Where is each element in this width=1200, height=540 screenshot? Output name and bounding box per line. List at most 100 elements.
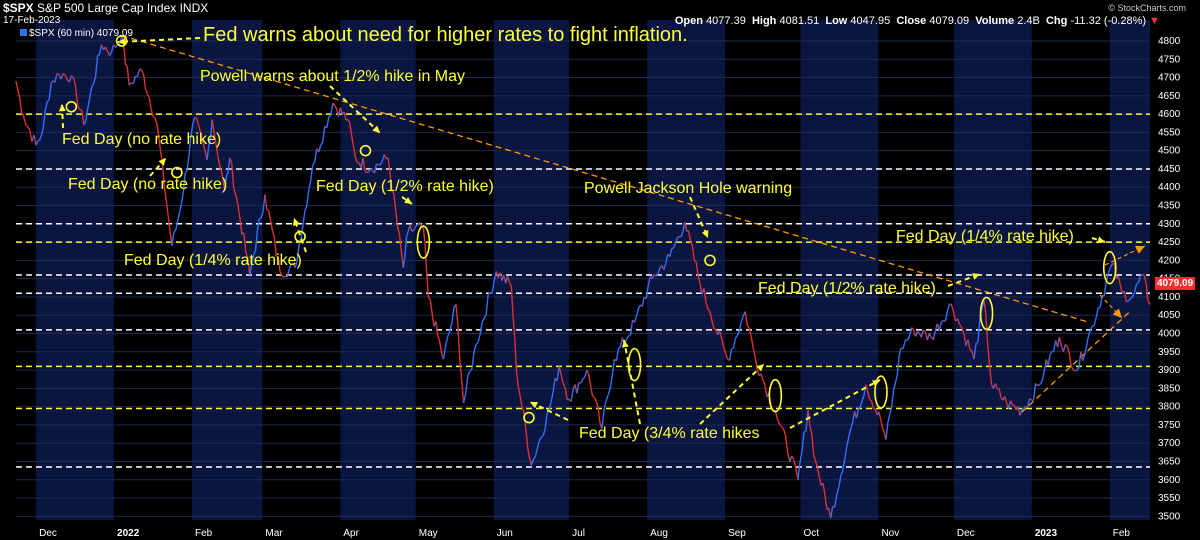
price-segment bbox=[409, 224, 413, 232]
price-segment bbox=[1068, 353, 1072, 367]
price-segment bbox=[499, 272, 503, 281]
price-segment bbox=[881, 427, 885, 434]
price-segment bbox=[693, 259, 697, 263]
price-segment bbox=[911, 327, 915, 331]
event-circle bbox=[523, 411, 535, 424]
price-segment bbox=[513, 337, 518, 371]
price-segment bbox=[784, 436, 789, 454]
price-segment bbox=[21, 112, 25, 117]
price-segment bbox=[665, 254, 669, 264]
price-segment bbox=[824, 495, 828, 510]
price-segment bbox=[487, 292, 491, 295]
price-segment bbox=[1034, 382, 1038, 387]
chart-date: 17-Feb-2023 bbox=[3, 15, 61, 26]
price-segment bbox=[304, 205, 308, 212]
price-segment bbox=[920, 329, 925, 338]
price-segment bbox=[684, 221, 688, 232]
price-segment bbox=[1129, 296, 1133, 300]
price-segment bbox=[444, 336, 449, 347]
price-segment bbox=[874, 408, 878, 416]
price-segment bbox=[110, 44, 115, 53]
y-tick-label: 4200 bbox=[1158, 255, 1181, 266]
price-segment bbox=[479, 322, 483, 335]
price-segment bbox=[703, 288, 707, 303]
y-tick-label: 3550 bbox=[1158, 493, 1181, 504]
annotation-arrow bbox=[689, 196, 709, 239]
y-tick-label: 3650 bbox=[1158, 456, 1181, 467]
price-segment bbox=[391, 190, 395, 194]
event-ellipse bbox=[979, 296, 994, 331]
symbol: $SPX bbox=[3, 1, 34, 15]
y-tick-label: 3800 bbox=[1158, 402, 1181, 413]
price-segment bbox=[731, 347, 734, 350]
price-segment bbox=[422, 227, 426, 244]
price-segment bbox=[493, 271, 497, 281]
price-segment bbox=[870, 400, 875, 409]
price-segment bbox=[100, 44, 105, 51]
price-segment bbox=[364, 170, 368, 174]
price-segment bbox=[736, 330, 740, 336]
price-segment bbox=[326, 116, 330, 128]
price-segment bbox=[1021, 407, 1025, 411]
price-segment bbox=[1007, 400, 1012, 409]
price-segment bbox=[266, 208, 270, 212]
annotation-fed-day-half-1: Fed Day (1/2% rate hike) bbox=[316, 178, 494, 195]
price-segment bbox=[861, 395, 865, 402]
price-segment bbox=[17, 89, 21, 98]
price-segment bbox=[182, 173, 186, 193]
price-segment bbox=[1017, 406, 1021, 416]
price-segment bbox=[29, 130, 33, 142]
price-segment bbox=[318, 145, 322, 153]
price-segment bbox=[538, 436, 542, 441]
price-segment bbox=[277, 256, 281, 272]
price-segment bbox=[651, 274, 655, 279]
price-segment bbox=[141, 69, 145, 75]
price-segment bbox=[464, 376, 469, 394]
price-segment bbox=[894, 374, 898, 384]
price-segment bbox=[975, 341, 979, 345]
arrowhead bbox=[621, 340, 629, 348]
event-ellipse bbox=[1102, 250, 1117, 285]
price-segment bbox=[657, 267, 661, 274]
y-tick-label: 4300 bbox=[1158, 219, 1181, 230]
y-tick-label: 4250 bbox=[1158, 237, 1181, 248]
price-segment bbox=[728, 348, 733, 361]
price-segment bbox=[536, 440, 540, 449]
price-segment bbox=[506, 276, 511, 283]
price-segment bbox=[633, 315, 638, 323]
high-label: High bbox=[751, 15, 777, 27]
price-segment bbox=[1137, 275, 1142, 283]
price-segment bbox=[778, 423, 783, 428]
price-segment bbox=[521, 406, 525, 413]
price-segment bbox=[354, 157, 358, 164]
price-segment bbox=[619, 337, 624, 347]
price-segment bbox=[269, 220, 274, 231]
price-segment bbox=[641, 296, 646, 307]
month-bands bbox=[36, 20, 1150, 520]
price-segment bbox=[928, 332, 932, 338]
price-segment bbox=[186, 156, 190, 171]
price-segment bbox=[926, 332, 930, 341]
price-segment bbox=[789, 455, 793, 463]
legend-swatch bbox=[20, 29, 27, 36]
price-segment bbox=[40, 128, 44, 137]
annotation-arrows bbox=[58, 37, 1146, 429]
price-segment bbox=[411, 229, 415, 232]
price-segment bbox=[787, 452, 791, 462]
price-segment bbox=[534, 448, 539, 457]
price-segment bbox=[224, 176, 228, 191]
price-segment bbox=[791, 455, 795, 461]
price-segment bbox=[846, 436, 850, 447]
price-segment bbox=[233, 188, 237, 196]
price-segment bbox=[562, 383, 566, 389]
price-segment bbox=[625, 335, 630, 340]
price-segment bbox=[689, 240, 694, 247]
price-segment bbox=[977, 317, 981, 342]
price-segment bbox=[485, 293, 489, 315]
price-segment bbox=[635, 308, 640, 317]
price-segment bbox=[605, 394, 609, 402]
price-segment bbox=[254, 230, 259, 251]
y-tick-label: 3600 bbox=[1158, 475, 1181, 486]
price-segment bbox=[217, 159, 222, 169]
